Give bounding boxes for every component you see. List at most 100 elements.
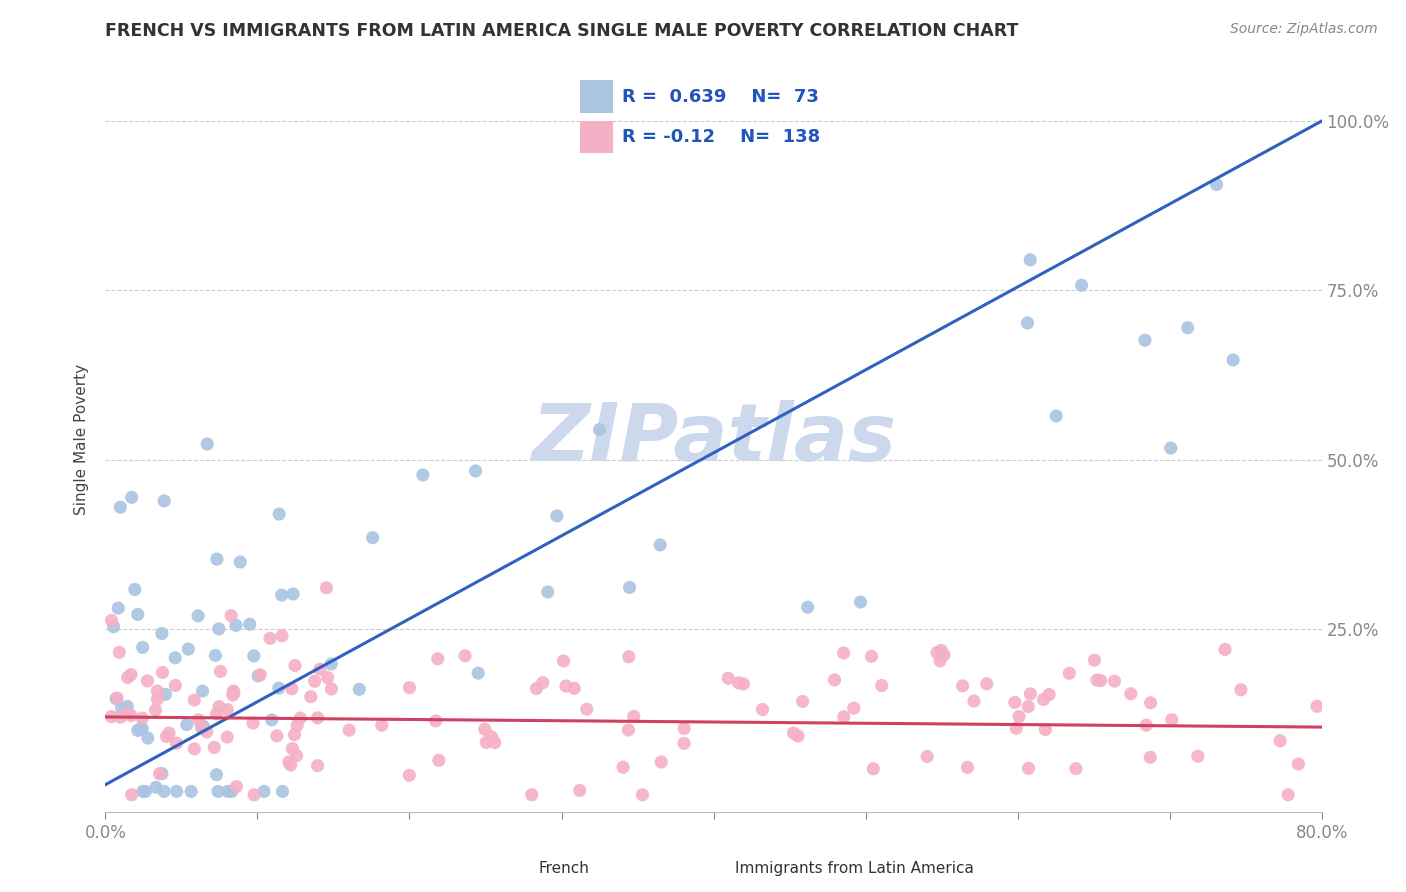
Point: [205, 768, 228, 782]
Point: [520, 788, 543, 802]
Point: [398, 681, 420, 695]
Point: [361, 531, 384, 545]
Point: [1004, 696, 1026, 710]
Point: [180, 784, 202, 798]
Point: [1064, 762, 1087, 776]
Point: [110, 500, 132, 515]
Point: [299, 690, 322, 704]
Point: [155, 687, 177, 701]
Point: [217, 703, 239, 717]
Text: R =  0.639    N=  73: R = 0.639 N= 73: [623, 87, 820, 105]
Point: [1222, 353, 1244, 368]
Point: [124, 582, 146, 597]
Point: [484, 735, 506, 749]
Point: [131, 711, 153, 725]
Point: [575, 702, 598, 716]
Point: [1133, 333, 1156, 347]
Text: Immigrants from Latin America: Immigrants from Latin America: [735, 862, 974, 876]
Point: [120, 667, 142, 681]
Point: [976, 677, 998, 691]
Point: [110, 710, 132, 724]
Point: [195, 437, 218, 451]
Point: [553, 654, 575, 668]
Point: [631, 788, 654, 802]
Point: [239, 617, 262, 632]
Point: [588, 423, 610, 437]
Point: [349, 682, 371, 697]
Point: [717, 671, 740, 685]
Point: [337, 723, 360, 738]
Point: [266, 729, 288, 743]
Point: [217, 784, 239, 798]
Point: [787, 729, 810, 743]
Point: [221, 784, 243, 798]
Point: [117, 671, 139, 685]
Point: [1090, 673, 1112, 688]
Point: [191, 684, 214, 698]
Point: [247, 669, 270, 683]
Point: [1017, 699, 1039, 714]
Point: [217, 730, 239, 744]
Point: [526, 681, 548, 696]
Point: [929, 643, 952, 657]
Point: [187, 713, 209, 727]
Point: [1277, 788, 1299, 802]
Point: [832, 646, 855, 660]
Point: [915, 749, 938, 764]
Point: [751, 702, 773, 716]
Bar: [581, 80, 613, 113]
Point: [454, 648, 477, 663]
Point: [316, 671, 339, 685]
Point: [136, 673, 159, 688]
Point: [281, 741, 304, 756]
Point: [426, 652, 449, 666]
Point: [796, 600, 818, 615]
Point: [225, 618, 247, 632]
Point: [475, 735, 498, 749]
Point: [121, 788, 143, 802]
Point: [176, 717, 198, 731]
Point: [727, 675, 749, 690]
Point: [474, 723, 496, 737]
Text: FRENCH VS IMMIGRANTS FROM LATIN AMERICA SINGLE MALE POVERTY CORRELATION CHART: FRENCH VS IMMIGRANTS FROM LATIN AMERICA …: [105, 22, 1019, 40]
Point: [183, 742, 205, 756]
Point: [1119, 687, 1142, 701]
Point: [108, 645, 131, 659]
Point: [1213, 642, 1236, 657]
Point: [1059, 666, 1081, 681]
Point: [733, 677, 755, 691]
Point: [1005, 722, 1028, 736]
Point: [617, 649, 640, 664]
Point: [229, 555, 252, 569]
Point: [849, 595, 872, 609]
Point: [281, 681, 304, 696]
Point: [650, 755, 672, 769]
Point: [860, 649, 883, 664]
Point: [190, 720, 212, 734]
Point: [1019, 687, 1042, 701]
Point: [121, 491, 143, 505]
Point: [146, 684, 169, 698]
Point: [145, 780, 167, 795]
Point: [398, 768, 420, 782]
Point: [1160, 441, 1182, 455]
Point: [242, 716, 264, 731]
Point: [1017, 316, 1039, 330]
Point: [100, 709, 122, 723]
Point: [205, 706, 228, 721]
Point: [1306, 699, 1329, 714]
Point: [219, 608, 242, 623]
Bar: [581, 120, 613, 153]
Point: [136, 731, 159, 745]
Point: [148, 766, 170, 780]
Point: [283, 587, 305, 601]
Point: [225, 780, 247, 794]
Point: [321, 657, 343, 671]
Point: [222, 686, 245, 700]
Point: [309, 662, 332, 676]
Point: [956, 760, 979, 774]
Point: [155, 730, 177, 744]
Point: [307, 758, 329, 772]
Point: [650, 538, 672, 552]
Point: [209, 665, 232, 679]
